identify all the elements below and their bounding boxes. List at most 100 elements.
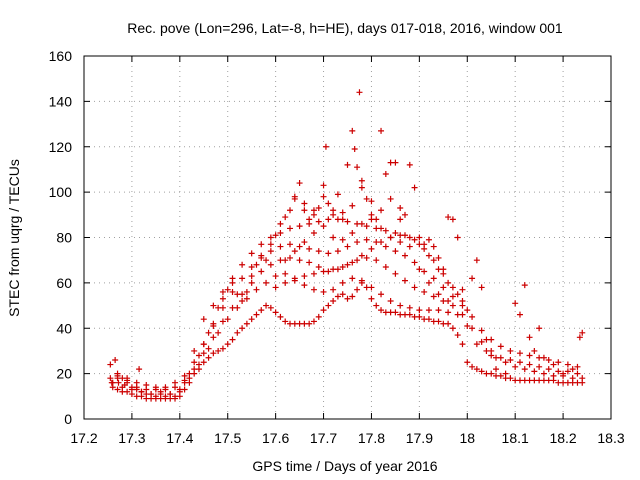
data-point: [356, 89, 363, 96]
data-point: [229, 288, 236, 295]
data-point: [315, 313, 322, 320]
data-point: [459, 311, 466, 318]
data-point: [330, 211, 337, 218]
data-point: [219, 345, 226, 352]
data-point: [425, 252, 432, 259]
data-point: [310, 286, 317, 293]
data-point: [354, 257, 361, 264]
data-point: [128, 386, 135, 393]
data-point: [401, 211, 408, 218]
data-point: [349, 229, 356, 236]
data-point: [282, 318, 289, 325]
data-point: [411, 284, 418, 291]
data-point: [545, 366, 552, 373]
data-point: [397, 302, 404, 309]
x-tick-label: 17.3: [118, 430, 145, 446]
data-points: [107, 89, 586, 402]
data-point: [287, 254, 294, 261]
data-point: [526, 334, 533, 341]
data-point: [124, 375, 131, 382]
data-point: [449, 293, 456, 300]
x-tick-labels: 17.2 17.3 17.4 17.5 17.6 17.7 17.8 17.9 18 18.1 18…: [70, 430, 624, 446]
data-point: [229, 304, 236, 311]
data-point: [368, 284, 375, 291]
x-tick-label: 18.1: [502, 430, 529, 446]
data-point: [325, 250, 332, 257]
data-point: [497, 372, 504, 379]
data-point: [282, 279, 289, 286]
data-point: [387, 234, 394, 241]
data-point: [550, 361, 557, 368]
data-point: [301, 273, 308, 280]
data-point: [176, 393, 183, 400]
data-point: [272, 232, 279, 239]
data-point: [555, 368, 562, 375]
data-point: [219, 304, 226, 311]
data-point: [416, 266, 423, 273]
data-point: [253, 286, 260, 293]
data-point: [277, 229, 284, 236]
data-point: [310, 318, 317, 325]
data-point: [176, 386, 183, 393]
data-point: [425, 236, 432, 243]
data-point: [334, 248, 341, 255]
data-point: [258, 307, 265, 314]
x-tick-label: 17.2: [70, 430, 97, 446]
x-tick-label: 17.7: [310, 430, 337, 446]
data-point: [224, 316, 231, 323]
data-point: [354, 164, 361, 171]
data-point: [387, 195, 394, 202]
data-point: [435, 307, 442, 314]
data-point: [339, 291, 346, 298]
data-point: [133, 379, 140, 386]
data-point: [430, 257, 437, 264]
data-point: [464, 307, 471, 314]
data-point: [344, 161, 351, 168]
data-point: [445, 320, 452, 327]
data-point: [243, 288, 250, 295]
data-point: [325, 216, 332, 223]
data-point: [425, 307, 432, 314]
data-point: [263, 257, 270, 264]
data-point: [107, 375, 114, 382]
data-point: [143, 381, 150, 388]
data-point: [181, 372, 188, 379]
data-point: [263, 279, 270, 286]
data-point: [459, 286, 466, 293]
data-point: [239, 291, 246, 298]
data-point: [445, 298, 452, 305]
data-point: [469, 325, 476, 332]
data-point: [425, 316, 432, 323]
data-point: [200, 350, 207, 357]
data-point: [416, 307, 423, 314]
data-point: [210, 302, 217, 309]
data-point: [248, 250, 255, 257]
x-tick-label: 17.5: [214, 430, 241, 446]
data-point: [497, 343, 504, 350]
data-point: [272, 273, 279, 280]
data-point: [112, 357, 119, 364]
data-point: [531, 347, 538, 354]
data-point: [239, 325, 246, 332]
data-point: [301, 200, 308, 207]
data-point: [248, 263, 255, 270]
data-point: [536, 363, 543, 370]
data-point: [243, 320, 250, 327]
chart-title: Rec. pove (Lon=296, Lat=-8, h=HE), days …: [127, 20, 563, 36]
data-point: [325, 200, 332, 207]
y-tick-label: 0: [64, 411, 72, 427]
data-point: [406, 311, 413, 318]
data-point: [469, 363, 476, 370]
data-point: [306, 259, 313, 266]
data-point: [368, 295, 375, 302]
data-point: [277, 243, 284, 250]
data-point: [172, 379, 179, 386]
data-point: [320, 182, 327, 189]
data-point: [109, 379, 116, 386]
data-point: [287, 225, 294, 232]
data-point: [136, 366, 143, 373]
data-point: [435, 254, 442, 261]
y-tick-label: 40: [56, 320, 72, 336]
data-point: [368, 198, 375, 205]
